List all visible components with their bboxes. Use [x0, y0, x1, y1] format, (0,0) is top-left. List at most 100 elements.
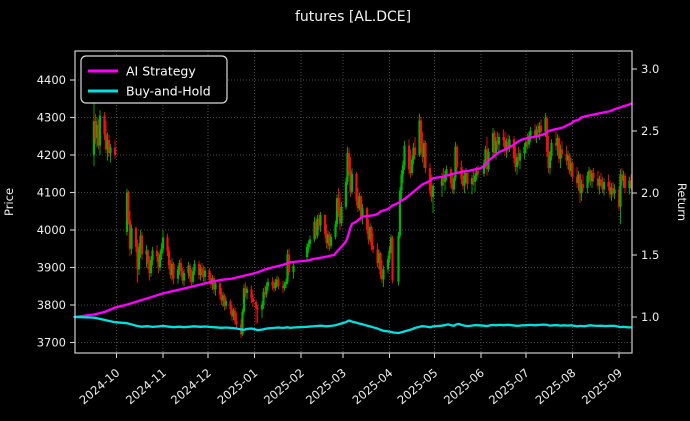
candle-body	[262, 291, 265, 305]
candle-body	[413, 147, 417, 155]
candle-body	[313, 221, 316, 240]
candle-body	[445, 169, 448, 175]
candle-body	[179, 263, 183, 272]
candle-body	[145, 250, 148, 255]
candle-body	[527, 135, 531, 145]
candle-body	[221, 295, 225, 301]
candle-body	[344, 182, 348, 207]
candle-body	[577, 174, 580, 184]
candle-body	[589, 170, 592, 182]
candle-body	[547, 152, 550, 169]
candle-body	[98, 115, 102, 146]
candle-body	[391, 237, 394, 281]
candle-body	[575, 176, 579, 184]
candle-body	[482, 163, 486, 174]
candle-body	[388, 250, 391, 260]
candle-body	[208, 270, 211, 280]
candle-body	[346, 153, 349, 182]
candle-body	[611, 188, 615, 194]
candle-body	[505, 141, 508, 151]
candle-body	[308, 239, 312, 245]
candle-body	[359, 196, 363, 217]
candle-body	[382, 269, 385, 280]
candle-body	[250, 289, 253, 299]
candle-body	[251, 298, 255, 302]
right-axis-label: Return	[675, 183, 689, 221]
candle-body	[187, 265, 190, 274]
candle-body	[340, 206, 343, 224]
candle-body	[484, 149, 487, 164]
candle-body	[272, 285, 276, 289]
candle-body	[334, 224, 337, 237]
candle-body	[106, 140, 109, 150]
candle-body	[158, 254, 162, 268]
candle-body	[220, 294, 223, 301]
candle-body	[155, 250, 159, 257]
candle-body	[214, 283, 217, 290]
candle-body	[292, 265, 295, 272]
candle-body	[172, 263, 175, 279]
candle-body	[103, 115, 106, 135]
candle-body	[608, 186, 612, 195]
candle-body	[581, 184, 585, 188]
candle-body	[130, 228, 133, 249]
price-tick-label: 4400	[37, 73, 66, 87]
candle-body	[377, 253, 381, 263]
candle-body	[256, 308, 259, 310]
return-tick-label: 2.5	[641, 124, 659, 138]
candle-body	[335, 198, 339, 225]
candle-body	[386, 259, 390, 270]
price-tick-label: 4100	[37, 186, 66, 200]
candle-body	[286, 254, 289, 282]
candle-body	[403, 145, 406, 166]
candle-body	[613, 189, 616, 194]
candle-body	[140, 235, 144, 255]
candle-body	[536, 129, 540, 133]
candle-body	[170, 263, 174, 275]
candle-body	[161, 237, 165, 249]
candle-body	[514, 158, 517, 167]
candle-body	[176, 269, 180, 279]
grid-lines	[75, 51, 632, 353]
candle-body	[136, 246, 139, 270]
candle-body	[178, 263, 181, 270]
candle-body	[560, 149, 564, 155]
candle-body	[169, 265, 172, 275]
candle-body	[506, 141, 510, 149]
candle-body	[317, 218, 321, 226]
candle-body	[502, 137, 505, 140]
candle-body	[307, 244, 310, 247]
candle-body	[571, 163, 574, 177]
candle-body	[442, 176, 445, 182]
candle-body	[491, 133, 495, 152]
return-tick-label: 1.5	[641, 248, 659, 262]
candle-body	[602, 182, 606, 190]
price-tick-label: 3900	[37, 261, 66, 275]
candle-body	[284, 281, 288, 285]
candle-body	[151, 250, 154, 260]
candle-body	[473, 175, 477, 182]
candle-body	[454, 146, 457, 179]
candle-body	[325, 233, 328, 244]
candle-body	[182, 273, 186, 281]
candlestick-series	[92, 95, 633, 338]
candle-body	[629, 180, 633, 185]
ai-strategy-line	[73, 102, 633, 319]
candle-body	[376, 249, 379, 263]
candle-body	[598, 179, 601, 186]
legend-label-ai-strategy: AI Strategy	[126, 64, 196, 79]
candle-body	[271, 281, 274, 286]
candle-body	[548, 155, 552, 169]
candle-body	[460, 167, 463, 180]
candle-body	[199, 268, 202, 275]
candle-body	[424, 143, 427, 169]
candle-body	[358, 196, 361, 209]
candle-body	[95, 125, 99, 139]
candle-body	[200, 268, 204, 274]
candle-body	[440, 176, 444, 186]
candle-body	[148, 263, 151, 274]
candle-body	[160, 248, 163, 255]
candle-body	[232, 310, 235, 317]
candle-body	[554, 143, 558, 146]
candle-body	[455, 146, 459, 167]
